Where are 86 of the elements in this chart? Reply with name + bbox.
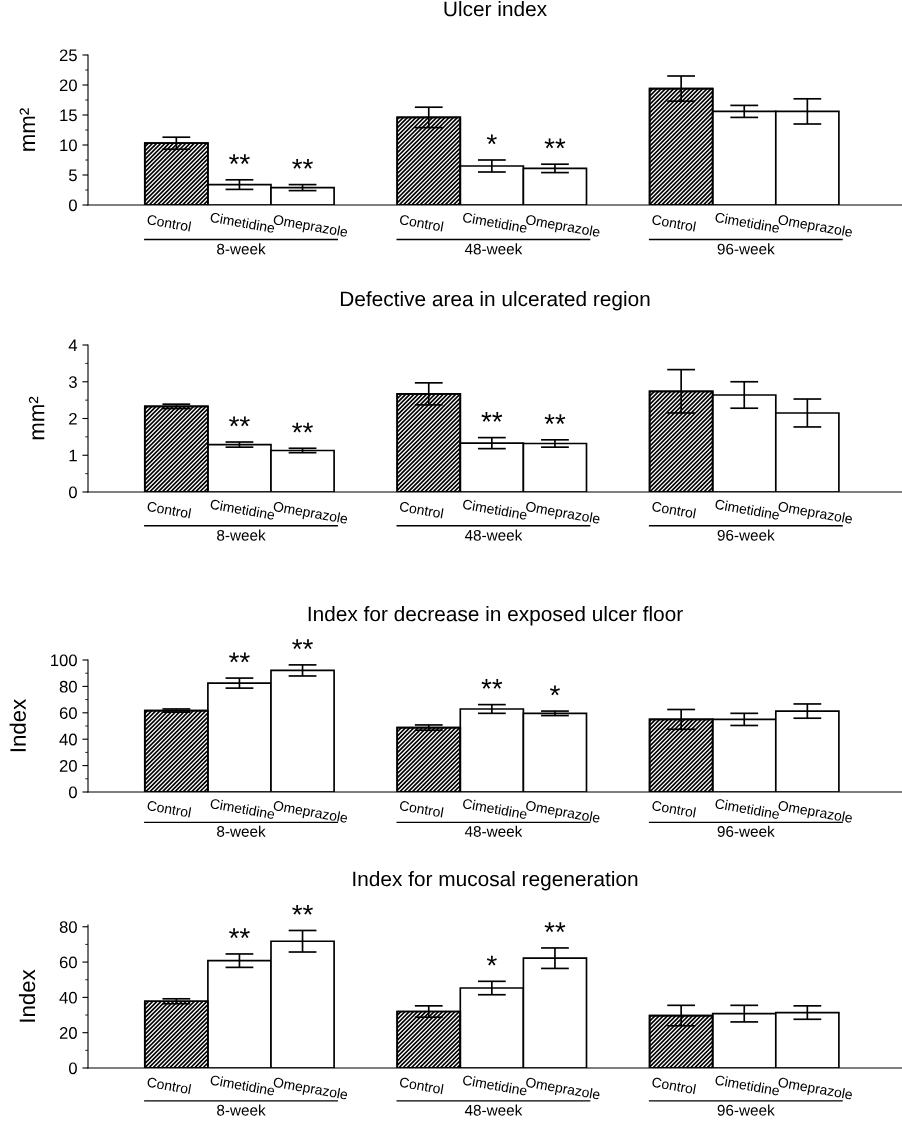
text: 48-week bbox=[464, 1104, 523, 1116]
x-tick-label: Control bbox=[399, 1076, 444, 1095]
x-tick-label: Cimetidine bbox=[462, 498, 528, 520]
data-label: * bbox=[486, 955, 497, 966]
y-tick-label: 5 bbox=[68, 169, 77, 182]
data-label: ** bbox=[229, 416, 250, 427]
x-tick-label: Cimetidine bbox=[462, 211, 528, 234]
data-label: * bbox=[486, 134, 497, 145]
y-tick-label: 2 bbox=[69, 412, 77, 425]
text: 96-week bbox=[717, 243, 775, 255]
y-tick-label: 0 bbox=[68, 786, 77, 799]
text: 8-week bbox=[217, 243, 266, 255]
y-tick-label: 0 bbox=[68, 1062, 77, 1075]
y-axis-title: mm² bbox=[19, 108, 35, 151]
y-tick-label: 3 bbox=[68, 376, 77, 388]
y-axis-title: Index bbox=[18, 969, 36, 1022]
text: 48-week bbox=[464, 243, 523, 255]
x-tick-label: Control bbox=[651, 500, 696, 519]
text: 48-week bbox=[464, 825, 523, 837]
y-tick-label: 80 bbox=[59, 921, 77, 933]
y-tick-label: 0 bbox=[68, 486, 77, 499]
x-tick-label: Omeprazole bbox=[777, 500, 853, 527]
y-tick-label: 20 bbox=[59, 1027, 77, 1039]
y-tick-label: 60 bbox=[59, 956, 77, 969]
y-tick-label: 25 bbox=[59, 49, 77, 62]
text: 96-week bbox=[717, 825, 775, 837]
y-tick-label: 80 bbox=[59, 680, 77, 693]
x-tick-label: Omeprazole bbox=[272, 1076, 349, 1103]
y-tick-label: 10 bbox=[60, 139, 77, 152]
x-tick-label: Control bbox=[146, 1076, 192, 1095]
x-tick-label: Cimetidine bbox=[714, 498, 780, 520]
data-label: * bbox=[549, 685, 560, 696]
data-label: ** bbox=[292, 158, 313, 169]
data-label: ** bbox=[292, 639, 313, 650]
y-tick-label: 40 bbox=[59, 991, 77, 1004]
chart-title: Index for decrease in exposed ulcer floor bbox=[308, 606, 683, 626]
data-label: ** bbox=[229, 928, 250, 939]
chart-title: Index for mucosal regeneration bbox=[353, 871, 638, 891]
y-tick-label: 40 bbox=[59, 733, 77, 746]
x-tick-label: Cimetidine bbox=[462, 1074, 528, 1096]
data-label: ** bbox=[481, 412, 503, 422]
y-tick-label: 20 bbox=[59, 760, 77, 772]
chart-title: Ulcer index bbox=[444, 1, 547, 17]
x-tick-label: Cimetidine bbox=[714, 1074, 780, 1096]
y-tick-label: 1 bbox=[69, 449, 77, 462]
x-tick-label: Omeprazole bbox=[272, 500, 349, 527]
x-tick-label: Control bbox=[399, 800, 444, 818]
y-tick-label: 20 bbox=[59, 79, 77, 92]
chart-title: Defective area in ulcerated region bbox=[340, 291, 650, 311]
x-tick-label: Control bbox=[399, 214, 444, 232]
y-tick-label: 60 bbox=[59, 707, 77, 719]
text: 8-week bbox=[217, 529, 266, 541]
data-label: ** bbox=[481, 679, 503, 689]
x-tick-label: Cimetidine bbox=[462, 798, 528, 820]
x-tick-label: Control bbox=[651, 800, 696, 818]
data-label: ** bbox=[292, 904, 313, 915]
x-tick-label: Cimetidine bbox=[714, 798, 780, 820]
y-tick-label: 100 bbox=[51, 654, 77, 667]
y-axis-title: mm² bbox=[28, 396, 45, 440]
x-tick-label: Omeprazole bbox=[272, 214, 349, 240]
x-tick-label: Omeprazole bbox=[777, 800, 853, 826]
data-label: ** bbox=[229, 652, 250, 663]
data-label: ** bbox=[544, 922, 566, 933]
text: 48-week bbox=[464, 529, 523, 541]
text: 96-week bbox=[717, 529, 775, 541]
x-tick-label: Omeprazole bbox=[777, 1076, 853, 1103]
data-label: ** bbox=[544, 414, 566, 424]
x-tick-label: Omeprazole bbox=[777, 214, 853, 240]
text: 8-week bbox=[217, 1104, 266, 1116]
x-tick-label: Control bbox=[651, 1076, 696, 1095]
data-label: ** bbox=[292, 422, 313, 433]
data-label: ** bbox=[544, 138, 566, 149]
y-tick-label: 0 bbox=[68, 199, 77, 212]
x-tick-label: Control bbox=[399, 500, 444, 519]
x-tick-label: Control bbox=[146, 214, 192, 232]
x-tick-label: Control bbox=[146, 800, 192, 818]
text: 96-week bbox=[717, 1104, 775, 1116]
x-tick-label: Control bbox=[146, 500, 192, 519]
y-axis-title: Index bbox=[9, 699, 26, 752]
data-label: ** bbox=[229, 154, 250, 164]
text: 8-week bbox=[217, 825, 266, 837]
x-tick-label: Control bbox=[651, 214, 696, 232]
y-tick-label: 4 bbox=[68, 339, 78, 352]
x-tick-label: Cimetidine bbox=[714, 211, 780, 234]
y-tick-label: 15 bbox=[60, 109, 77, 122]
x-tick-label: Omeprazole bbox=[272, 800, 349, 826]
